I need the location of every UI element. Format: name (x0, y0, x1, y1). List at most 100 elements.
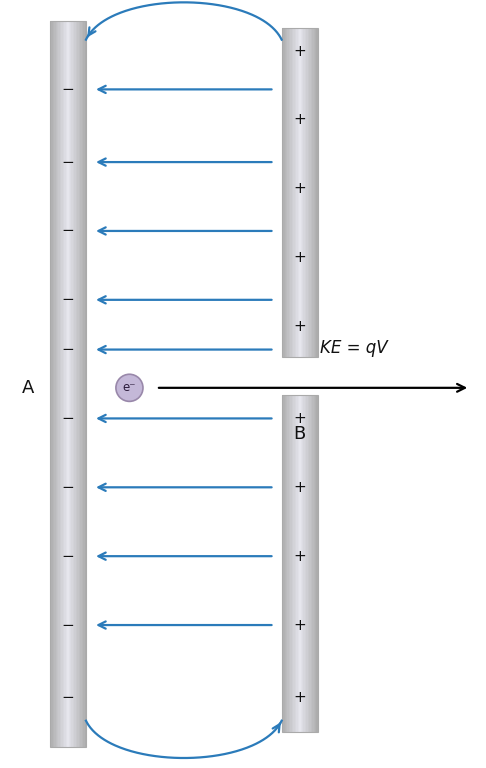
Bar (313, 396, 315, 732)
Bar (308, 396, 309, 732)
Bar (311, 396, 312, 732)
Bar (306, 396, 308, 732)
Text: −: − (61, 548, 74, 564)
Text: −: − (61, 82, 74, 97)
Bar (287, 396, 289, 732)
Bar (63, 21, 64, 747)
Bar (305, 28, 306, 357)
Bar (57, 21, 58, 747)
Bar (295, 28, 296, 357)
Bar (286, 28, 287, 357)
Bar (311, 28, 312, 357)
Bar (282, 28, 283, 357)
Bar (309, 28, 311, 357)
Text: +: + (294, 480, 306, 495)
Text: −: − (61, 223, 74, 238)
Bar (315, 396, 316, 732)
Bar (83, 21, 85, 747)
Bar (282, 396, 318, 732)
Bar (292, 28, 293, 357)
Text: −: − (61, 480, 74, 495)
Bar (80, 21, 82, 747)
Text: B: B (294, 425, 306, 442)
Bar (74, 21, 76, 747)
Text: +: + (294, 250, 306, 265)
Bar (293, 28, 295, 357)
Bar (316, 396, 318, 732)
Bar (300, 396, 302, 732)
Text: +: + (294, 44, 306, 58)
Text: −: − (61, 342, 74, 357)
Bar (85, 21, 86, 747)
Bar (289, 28, 290, 357)
Bar (60, 21, 61, 747)
Bar (69, 21, 70, 747)
Bar (308, 28, 309, 357)
Bar (287, 28, 289, 357)
Bar (50, 21, 86, 747)
Bar (76, 21, 77, 747)
Text: +: + (294, 690, 306, 705)
Bar (296, 396, 297, 732)
Bar (303, 28, 305, 357)
Bar (82, 21, 83, 747)
Bar (302, 396, 303, 732)
Bar (313, 28, 315, 357)
Bar (55, 21, 57, 747)
Text: +: + (294, 112, 306, 127)
Bar (297, 396, 299, 732)
Bar (293, 396, 295, 732)
Bar (286, 396, 287, 732)
Text: +: + (294, 319, 306, 334)
Bar (79, 21, 80, 747)
Bar (70, 21, 71, 747)
Bar (282, 28, 318, 357)
Bar (300, 28, 302, 357)
Bar (73, 21, 74, 747)
Bar (77, 21, 79, 747)
Bar (58, 21, 60, 747)
Text: −: − (61, 411, 74, 426)
Text: +: + (294, 181, 306, 197)
Bar (64, 21, 66, 747)
Bar (71, 21, 73, 747)
Bar (61, 21, 63, 747)
Bar (316, 28, 318, 357)
Text: +: + (294, 617, 306, 633)
Bar (290, 28, 292, 357)
Text: +: + (294, 548, 306, 564)
Bar (306, 28, 308, 357)
Bar (285, 28, 286, 357)
Bar (51, 21, 52, 747)
Bar (299, 28, 300, 357)
Bar (315, 28, 316, 357)
Bar (67, 21, 69, 747)
Bar (66, 21, 67, 747)
Bar (309, 396, 311, 732)
Bar (283, 396, 285, 732)
Bar (292, 396, 293, 732)
Text: +: + (294, 411, 306, 426)
Bar (290, 396, 292, 732)
Bar (295, 396, 296, 732)
Text: −: − (61, 617, 74, 633)
Bar (54, 21, 55, 747)
Bar (297, 28, 299, 357)
Bar (285, 396, 286, 732)
Bar (283, 28, 285, 357)
Bar (289, 396, 290, 732)
Ellipse shape (116, 374, 143, 402)
Text: A: A (22, 379, 34, 397)
Bar (296, 28, 297, 357)
Bar (282, 396, 283, 732)
Bar (299, 396, 300, 732)
Bar (303, 396, 305, 732)
Text: −: − (61, 154, 74, 170)
Text: e⁻: e⁻ (122, 382, 136, 394)
Bar (302, 28, 303, 357)
Bar (312, 396, 313, 732)
Bar (305, 396, 306, 732)
Bar (312, 28, 313, 357)
Text: −: − (61, 690, 74, 705)
Text: KE = qV: KE = qV (320, 339, 388, 357)
